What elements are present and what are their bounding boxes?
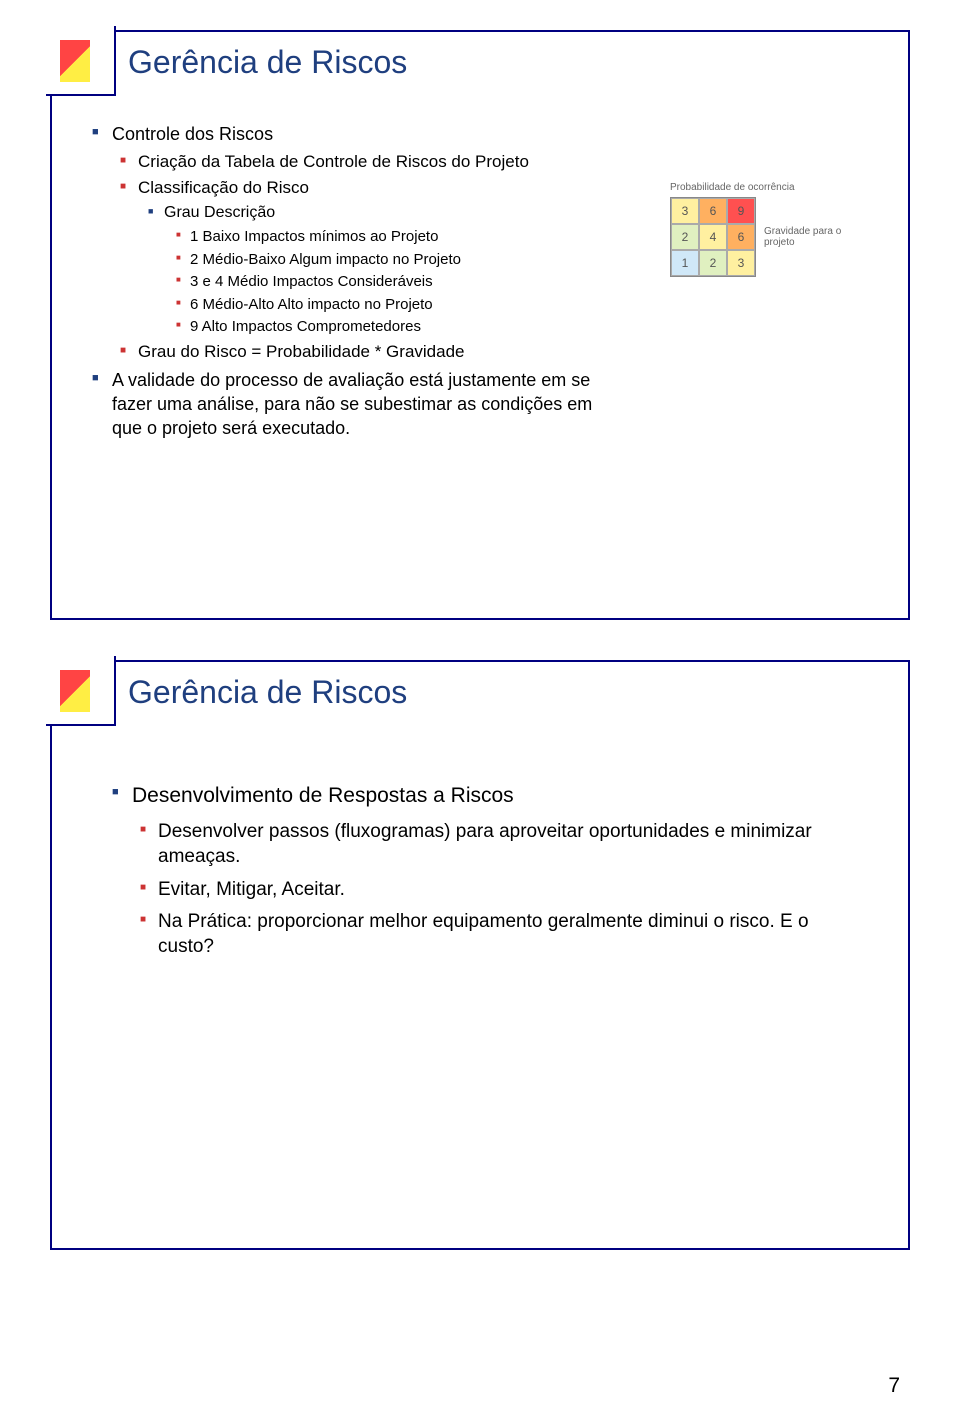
bullet: Controle dos Riscos bbox=[92, 122, 868, 146]
matrix-cell: 4 bbox=[699, 224, 727, 250]
slide-title: Gerência de Riscos bbox=[128, 674, 407, 711]
slide-1-content: Controle dos Riscos Criação da Tabela de… bbox=[92, 117, 868, 446]
bullet: Na Prática: proporcionar melhor equipame… bbox=[112, 910, 848, 959]
bullet: Grau do Risco = Probabilidade * Gravidad… bbox=[92, 341, 868, 363]
matrix-cell: 1 bbox=[671, 250, 699, 276]
slide-1: Gerência de Riscos Controle dos Riscos C… bbox=[50, 30, 910, 620]
bullet: A validade do processo de avaliação está… bbox=[92, 368, 612, 441]
bullet: 9 Alto Impactos Comprometedores bbox=[92, 317, 868, 337]
matrix-cell: 3 bbox=[671, 198, 699, 224]
corner-graphic bbox=[46, 656, 116, 726]
matrix-label-y: Probabilidade de ocorrência bbox=[670, 182, 870, 193]
matrix-grid: 3 6 9 2 4 6 1 2 3 bbox=[670, 197, 756, 277]
corner-graphic bbox=[46, 26, 116, 96]
matrix-cell: 2 bbox=[671, 224, 699, 250]
bullet: 6 Médio-Alto Alto impacto no Projeto bbox=[92, 295, 868, 315]
matrix-cell: 9 bbox=[727, 198, 755, 224]
bullet: Desenvolver passos (fluxogramas) para ap… bbox=[112, 820, 848, 869]
slide-title: Gerência de Riscos bbox=[128, 44, 407, 81]
matrix-label-x: Gravidade para o projeto bbox=[764, 226, 870, 248]
slide-2-content: Desenvolvimento de Respostas a Riscos De… bbox=[112, 772, 848, 968]
matrix-cell: 3 bbox=[727, 250, 755, 276]
bullet: Criação da Tabela de Controle de Riscos … bbox=[92, 151, 868, 173]
page-number: 7 bbox=[888, 1374, 900, 1398]
matrix-cell: 2 bbox=[699, 250, 727, 276]
risk-matrix: Probabilidade de ocorrência 3 6 9 2 4 6 … bbox=[670, 182, 870, 277]
matrix-cell: 6 bbox=[727, 224, 755, 250]
bullet: Desenvolvimento de Respostas a Riscos bbox=[112, 782, 848, 810]
bullet: Evitar, Mitigar, Aceitar. bbox=[112, 878, 848, 903]
matrix-cell: 6 bbox=[699, 198, 727, 224]
slide-2: Gerência de Riscos Desenvolvimento de Re… bbox=[50, 660, 910, 1250]
